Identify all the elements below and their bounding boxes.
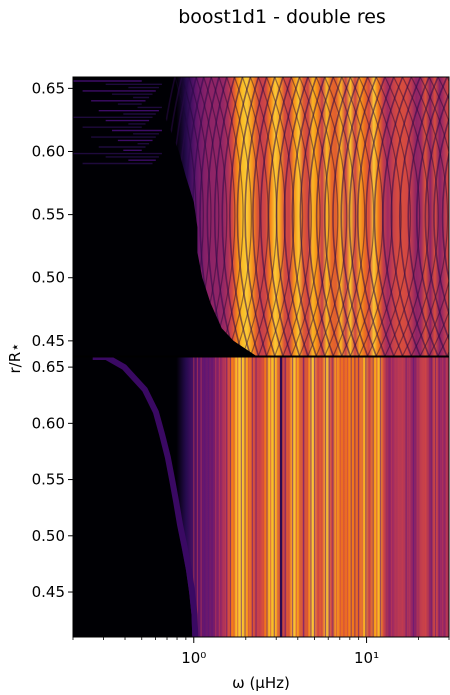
y-tick-label: 0.65 <box>32 358 65 376</box>
top-fringe-arc <box>390 77 421 356</box>
y-tick-label: 0.50 <box>32 269 65 287</box>
figure-title: boost1d1 - double res <box>178 6 386 28</box>
top-fringe-arc <box>210 77 236 356</box>
top-fringe-arc <box>299 77 326 356</box>
top-panel: 0.45 0.50 0.55 0.60 0.65 <box>32 76 450 357</box>
top-fringe-arc <box>323 77 352 356</box>
top-fringe-arc <box>384 77 421 356</box>
y-tick-label: 0.45 <box>32 332 65 350</box>
y-tick-label: 0.65 <box>32 79 65 97</box>
top-panel-frame <box>72 76 450 357</box>
top-fringe-arc <box>315 77 343 356</box>
top-fringe-arc <box>348 77 378 356</box>
top-fringe-arc <box>221 77 244 356</box>
top-fringe-arc <box>419 77 449 356</box>
top-fringe-arc <box>275 77 301 356</box>
x-axis-label: ω (μHz) <box>232 674 290 692</box>
top-fringe-arc <box>407 77 439 356</box>
top-fringe-arc <box>416 77 448 356</box>
top-fringe-arc <box>401 77 439 356</box>
top-fringe-arc <box>433 116 449 317</box>
top-fringe-arc <box>307 77 334 356</box>
bottom-dark-region <box>73 357 193 637</box>
top-fringe-arc <box>340 77 369 356</box>
top-fringe-arc <box>428 77 449 356</box>
y-axis-label: r/R⋆ <box>6 342 24 373</box>
top-fringe-arc <box>373 77 404 356</box>
top-fringe-arc <box>398 77 430 356</box>
x-tick-label: 10⁰ <box>181 649 206 667</box>
top-fringe-arc <box>252 77 276 356</box>
y-tick-label: 0.60 <box>32 142 65 160</box>
y-tick-label: 0.55 <box>32 471 65 489</box>
bottom-panel-frame <box>72 356 450 638</box>
top-fringe-arc <box>382 77 413 356</box>
top-fringe-arc <box>290 77 321 356</box>
top-fringe-arc <box>332 77 360 356</box>
top-fringe-arc <box>298 77 330 356</box>
top-fringe-arc <box>282 77 312 356</box>
top-fringe-arc <box>236 77 260 356</box>
top-fringe-arc <box>375 77 412 356</box>
y-tick-label: 0.55 <box>32 206 65 224</box>
top-fringe-arc <box>244 77 268 356</box>
bottom-panel: 0.45 0.50 0.55 0.60 0.65 10⁰ 10¹ <box>32 356 450 667</box>
top-fringe-arc <box>233 77 261 356</box>
bottom-purple-edge <box>92 357 199 637</box>
top-fringe-arc <box>410 77 449 356</box>
top-fringe-arc <box>424 91 449 342</box>
top-fringe-arc <box>226 77 252 356</box>
top-fringe-arc <box>367 77 402 356</box>
top-fringe-arc <box>356 77 386 356</box>
top-fringe-arc <box>441 149 449 284</box>
y-tick-label: 0.60 <box>32 414 65 432</box>
top-speckle <box>73 80 162 165</box>
y-tick-label: 0.50 <box>32 527 65 545</box>
top-fringe-arc <box>229 77 252 356</box>
bottom-x-axis: 10⁰ 10¹ <box>72 637 450 667</box>
top-fringe-arc <box>274 77 304 356</box>
top-fringe-arc <box>214 77 236 356</box>
x-tick-label: 10¹ <box>354 649 379 667</box>
top-fringe-arc <box>365 77 395 356</box>
y-tick-label: 0.45 <box>32 583 65 601</box>
top-fringe-arc <box>283 77 309 356</box>
top-fringe-arc <box>267 77 292 356</box>
top-fringe-arc <box>257 77 286 356</box>
bottom-band-lines <box>193 357 447 637</box>
top-fringe-arc <box>266 77 295 356</box>
top-y-axis: 0.45 0.50 0.55 0.60 0.65 <box>32 79 73 350</box>
top-fringe-arc <box>218 77 244 356</box>
top-fringe-arc <box>259 77 284 356</box>
top-fringe-arc <box>393 77 430 356</box>
top-fringe-arc <box>291 77 318 356</box>
bottom-y-axis: 0.45 0.50 0.55 0.60 0.65 <box>32 358 73 601</box>
